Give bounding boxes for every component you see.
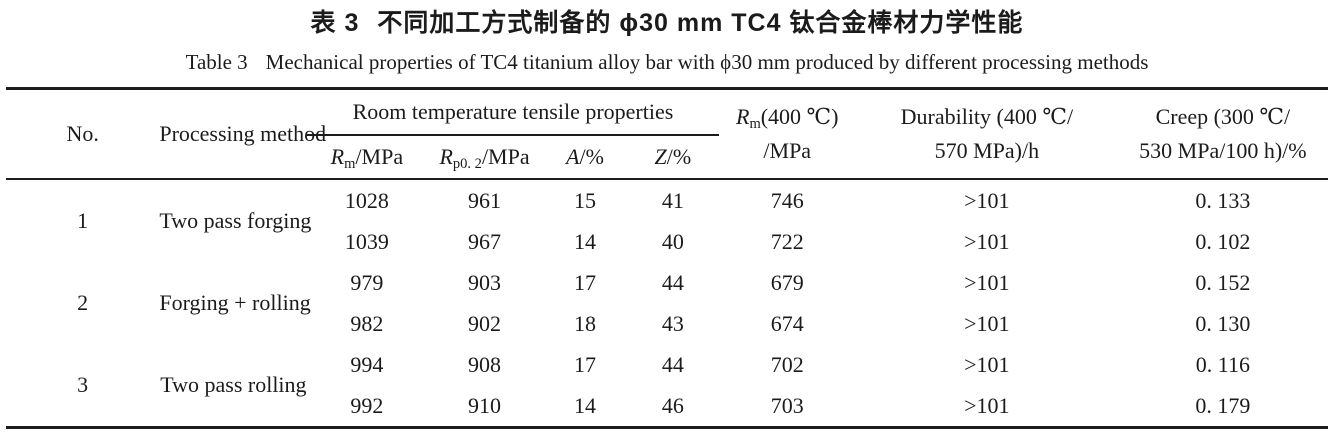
cell-durability: >101 [964, 310, 1010, 336]
cell-rm: 979 [350, 269, 384, 295]
header-durability: Durability (400 ℃/ 570 MPa)/h [855, 88, 1118, 180]
cell-rp02: 967 [468, 228, 502, 254]
cell-no: 3 [77, 372, 89, 397]
cell-z: 46 [661, 392, 684, 418]
cell-creep: 0. 102 [1195, 228, 1251, 254]
cell-rm400: 702 [770, 351, 804, 377]
header-durability-line1: Durability (400 ℃/ [900, 104, 1074, 129]
cell-a: 14 [574, 392, 596, 418]
cell-method: Two pass forging [159, 208, 312, 233]
cell-creep: 0. 179 [1195, 392, 1251, 418]
cell-durability: >101 [964, 392, 1010, 418]
cell-rm: 994 [350, 351, 384, 377]
cell-a: 17 [574, 269, 596, 295]
cell-creep: 0. 116 [1195, 351, 1250, 377]
cell-rp02: 903 [468, 269, 502, 295]
table-number-en: Table 3 [185, 50, 248, 74]
cell-rm400: 746 [770, 187, 804, 213]
cell-creep: 0. 130 [1195, 310, 1251, 336]
cell-rm: 982 [350, 310, 384, 336]
header-creep: Creep (300 ℃/ 530 MPa/100 h)/% [1117, 88, 1328, 180]
table-number-cn: 表 3 [310, 9, 360, 37]
cell-method: Forging + rolling [159, 290, 311, 315]
cell-rm: 1039 [344, 228, 389, 254]
cell-rp02: 902 [468, 310, 502, 336]
cell-durability: >101 [964, 228, 1010, 254]
header-rm-400-line2: /MPa [763, 138, 812, 163]
cell-rp02: 961 [468, 187, 502, 213]
cell-z: 44 [661, 269, 684, 295]
cell-no: 1 [77, 208, 89, 233]
header-durability-line2: 570 MPa)/h [934, 138, 1040, 163]
cell-rm400: 722 [770, 228, 804, 254]
cell-a: 15 [574, 187, 596, 213]
cell-z: 44 [661, 351, 684, 377]
header-creep-line2: 530 MPa/100 h)/% [1139, 138, 1307, 163]
cell-creep: 0. 152 [1195, 269, 1251, 295]
cell-a: 18 [574, 310, 596, 336]
cell-method: Two pass rolling [160, 372, 307, 397]
header-rm-400: Rm(400 ℃) /MPa [718, 88, 856, 180]
table-row: 992 910 14 46 703 >101 0. 179 [6, 385, 1328, 428]
header-rm-400-line1: Rm(400 ℃) [735, 104, 839, 132]
table-row: 2 Forging + rolling 979 903 17 44 679 >1… [6, 262, 1328, 316]
cell-rm: 1028 [344, 187, 389, 213]
header-sub-row: Rm/MPa Rp0. 2/MPa A/% Z/% [6, 135, 1328, 180]
table-title-en-text: Mechanical properties of TC4 titanium al… [265, 50, 1149, 74]
mechanical-properties-table: No. Processing method Room temperature t… [6, 87, 1328, 429]
cell-durability: >101 [964, 269, 1010, 295]
table-row: 1 Two pass forging 1028 961 15 41 746 >1… [6, 179, 1328, 234]
table-title-cn-text: 不同加工方式制备的 ϕ30 mm TC4 钛合金棒材力学性能 [377, 9, 1024, 37]
cell-z: 41 [661, 187, 684, 213]
cell-a: 14 [574, 228, 596, 254]
cell-a: 17 [574, 351, 596, 377]
header-creep-line1: Creep (300 ℃/ [1155, 104, 1291, 129]
cell-no: 2 [77, 290, 89, 315]
header-group-row: No. Processing method Room temperature t… [6, 88, 1328, 180]
cell-durability: >101 [964, 351, 1010, 377]
cell-durability: >101 [964, 187, 1010, 213]
header-z: Z/% [627, 135, 719, 180]
header-room-temperature-group: Room temperature tensile properties [307, 88, 719, 136]
header-no: No. [6, 88, 160, 180]
cell-rm400: 703 [770, 392, 804, 418]
cell-rm: 992 [350, 392, 384, 418]
header-a: A/% [542, 135, 628, 180]
cell-rp02: 908 [468, 351, 502, 377]
cell-rm400: 679 [770, 269, 804, 295]
cell-z: 40 [661, 228, 684, 254]
table-row: 982 902 18 43 674 >101 0. 130 [6, 303, 1328, 344]
header-processing-method: Processing method [159, 88, 326, 180]
table-title-english: Table 3 Mechanical properties of TC4 tita… [0, 48, 1334, 76]
cell-creep: 0. 133 [1195, 187, 1251, 213]
table-row: 3 Two pass rolling 994 908 17 44 702 >10… [6, 344, 1328, 398]
cell-rm400: 674 [770, 310, 804, 336]
table-row: 1039 967 14 40 722 >101 0. 102 [6, 221, 1328, 262]
header-rp02: Rp0. 2/MPa [426, 135, 543, 180]
cell-rp02: 910 [468, 392, 502, 418]
cell-z: 43 [661, 310, 684, 336]
table-title-chinese: 表 3 不同加工方式制备的 ϕ30 mm TC4 钛合金棒材力学性能 [0, 6, 1334, 40]
header-rm: Rm/MPa [307, 135, 427, 180]
